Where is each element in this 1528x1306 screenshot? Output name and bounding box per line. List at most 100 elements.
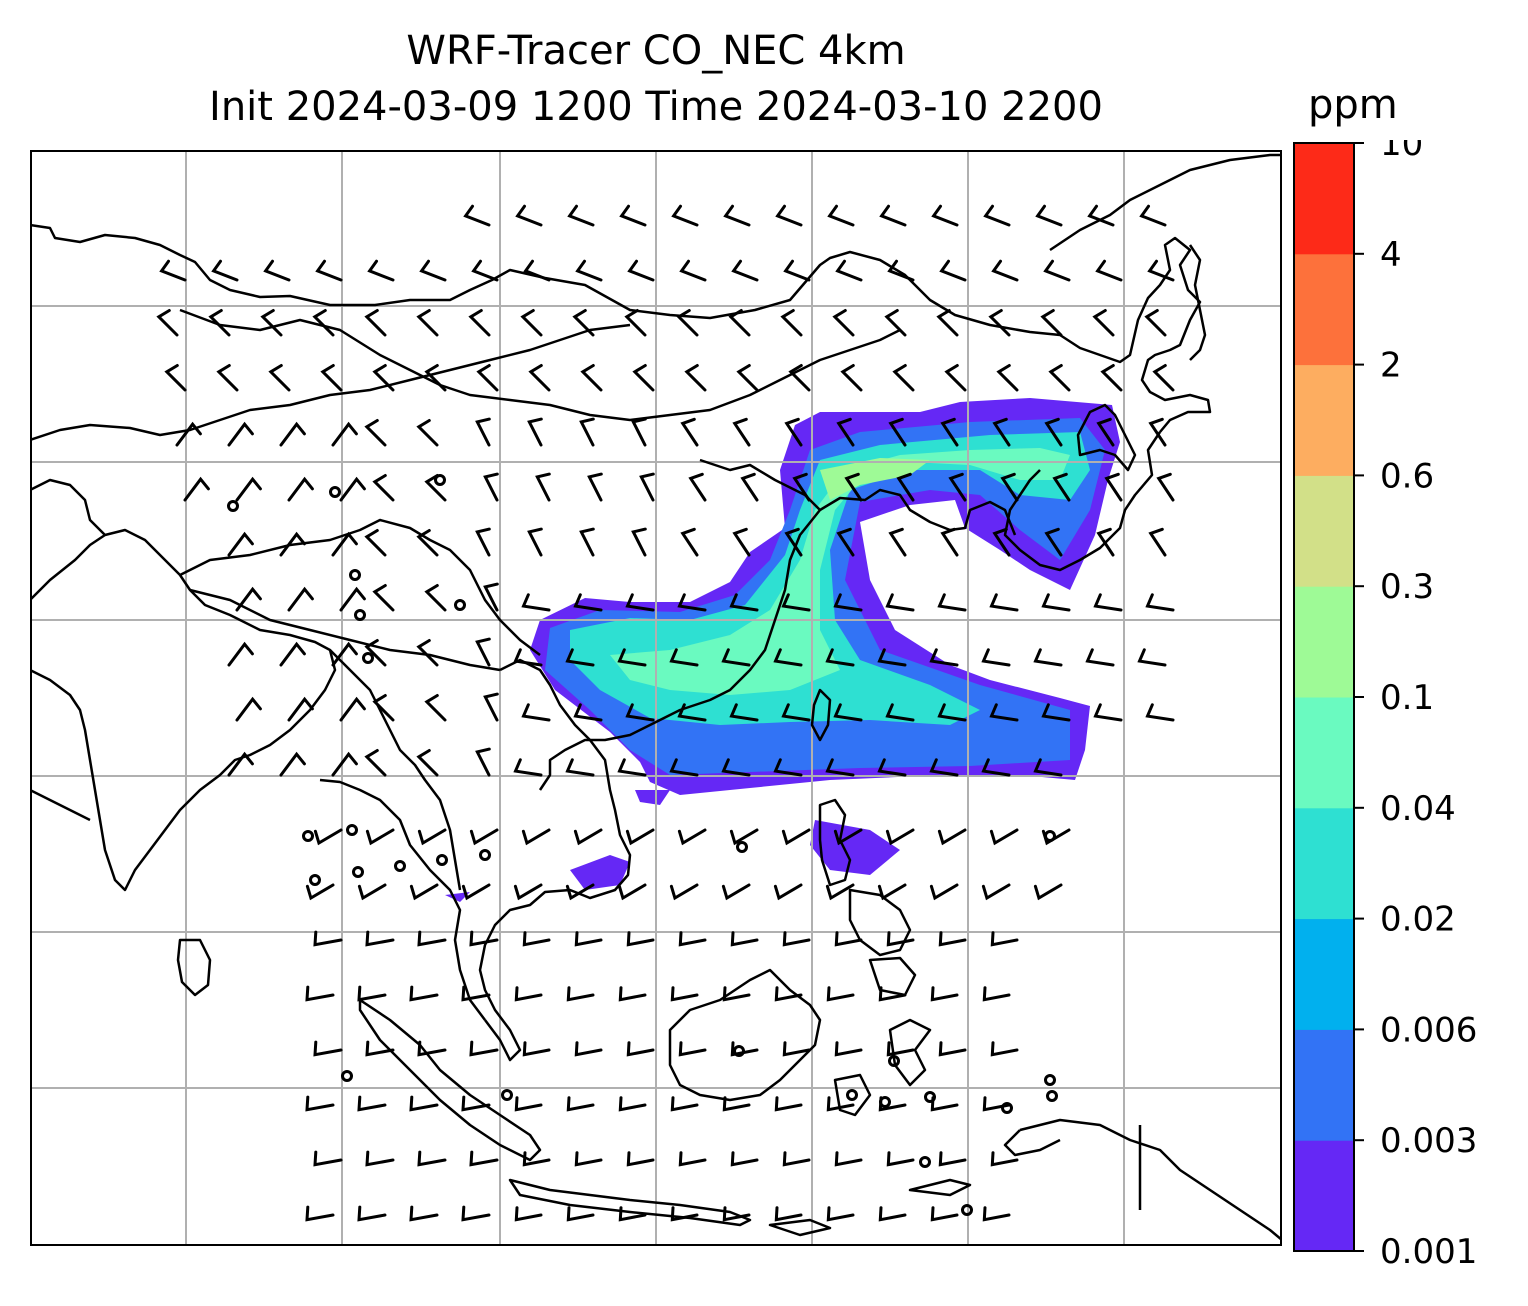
colorbar-tick-label: 0.3 bbox=[1380, 567, 1434, 607]
wind-barb bbox=[475, 417, 491, 447]
wind-barb bbox=[677, 828, 707, 846]
wind-barb bbox=[305, 1205, 335, 1222]
wind-barb bbox=[575, 259, 603, 282]
wind-barb bbox=[527, 527, 543, 557]
wind-barb bbox=[305, 883, 335, 901]
colorbar-tick-label: 0.6 bbox=[1380, 456, 1434, 496]
wind-barb bbox=[678, 1041, 707, 1057]
colorbar-tick-label: 4 bbox=[1380, 235, 1402, 275]
wind-barb bbox=[948, 472, 967, 502]
wind-barb bbox=[775, 204, 803, 227]
wind-barb bbox=[514, 1206, 543, 1222]
calm-wind-marker bbox=[846, 1089, 858, 1101]
wind-barb bbox=[684, 364, 707, 392]
wind-barb bbox=[988, 309, 1011, 337]
wind-barb bbox=[625, 593, 655, 612]
wind-barb bbox=[1052, 472, 1071, 502]
wind-barb bbox=[313, 828, 343, 846]
wind-barb bbox=[996, 364, 1019, 392]
wind-barb bbox=[982, 1206, 1011, 1222]
wind-barb bbox=[632, 364, 655, 392]
wind-barb bbox=[175, 421, 202, 447]
wind-barb bbox=[463, 204, 491, 227]
wind-barb bbox=[669, 883, 699, 901]
wind-barb bbox=[944, 364, 967, 392]
colorbar-tick-label: 0.003 bbox=[1380, 1121, 1477, 1161]
wind-barb bbox=[886, 931, 915, 947]
wind-barb bbox=[1148, 527, 1167, 557]
wind-barb bbox=[783, 259, 811, 282]
wind-barb bbox=[357, 883, 387, 901]
wind-barb bbox=[825, 758, 855, 777]
wind-barb bbox=[287, 476, 314, 502]
wind-barb bbox=[625, 828, 655, 846]
wind-barb bbox=[1035, 204, 1063, 227]
wind-barb bbox=[826, 1206, 855, 1222]
wind-barb bbox=[781, 703, 811, 722]
wind-barb bbox=[981, 883, 1011, 901]
wind-barb bbox=[1100, 364, 1123, 392]
wind-barb bbox=[483, 582, 499, 612]
wind-barb bbox=[626, 1041, 655, 1057]
wind-barb bbox=[930, 1096, 959, 1112]
wind-barb bbox=[159, 259, 187, 282]
wind-barb bbox=[937, 828, 967, 846]
wind-barb bbox=[618, 986, 647, 1002]
wind-barb bbox=[1000, 472, 1019, 502]
wind-barb bbox=[834, 931, 863, 947]
wind-barb bbox=[788, 364, 811, 392]
wind-barb bbox=[566, 986, 595, 1002]
colorbar-tick-label: 0.001 bbox=[1380, 1232, 1477, 1270]
coast-new-guinea bbox=[1019, 1118, 1282, 1241]
wind-barb bbox=[260, 309, 283, 337]
wind-barb bbox=[877, 883, 907, 901]
calm-wind-marker bbox=[924, 1091, 936, 1103]
wind-barb bbox=[522, 1151, 551, 1167]
calm-wind-marker bbox=[227, 500, 239, 512]
wind-barb bbox=[774, 1206, 803, 1222]
colorbar-segment bbox=[1294, 918, 1354, 1030]
wind-barb bbox=[885, 828, 915, 846]
wind-barb bbox=[419, 259, 447, 282]
coast-china-east bbox=[538, 458, 822, 791]
wind-barb bbox=[625, 703, 655, 722]
wind-barb bbox=[461, 1095, 491, 1112]
wind-barb bbox=[475, 747, 491, 777]
wind-barb bbox=[892, 364, 915, 392]
wind-barb bbox=[279, 751, 306, 777]
wind-barb bbox=[619, 204, 647, 227]
wind-barb bbox=[227, 531, 254, 557]
wind-barb bbox=[365, 930, 395, 947]
wind-barb bbox=[565, 758, 595, 777]
wind-barb bbox=[279, 421, 306, 447]
coast-sri-lanka bbox=[176, 938, 212, 997]
wind-barb bbox=[938, 1151, 967, 1167]
wind-barb bbox=[279, 641, 306, 667]
colorbar-segment bbox=[1294, 586, 1354, 698]
wind-barb bbox=[513, 648, 543, 667]
wind-barb bbox=[990, 931, 1019, 947]
wind-barb bbox=[929, 883, 959, 901]
coast-japan-mainland bbox=[1076, 403, 1137, 472]
wind-barb bbox=[1085, 648, 1115, 667]
wind-barb bbox=[313, 930, 343, 947]
wind-barb bbox=[688, 472, 707, 502]
calm-wind-marker bbox=[341, 1070, 353, 1082]
wind-barb bbox=[836, 417, 855, 447]
colorbar-tick-label: 10 bbox=[1380, 140, 1423, 164]
plume-patch-2 bbox=[810, 820, 900, 875]
wind-barb bbox=[521, 703, 551, 722]
wind-barb bbox=[1093, 703, 1123, 722]
wind-barb bbox=[721, 648, 751, 667]
wind-barb bbox=[884, 309, 907, 337]
wind-barb bbox=[618, 1206, 647, 1222]
calm-wind-marker bbox=[309, 874, 321, 886]
wind-barb bbox=[305, 985, 335, 1002]
wind-barb bbox=[216, 364, 239, 392]
wind-barb bbox=[416, 529, 439, 557]
wind-barb bbox=[679, 259, 707, 282]
wind-barb bbox=[886, 1151, 915, 1167]
wind-barb bbox=[1104, 472, 1123, 502]
wind-barb bbox=[878, 1206, 907, 1222]
wind-barb bbox=[227, 641, 254, 667]
